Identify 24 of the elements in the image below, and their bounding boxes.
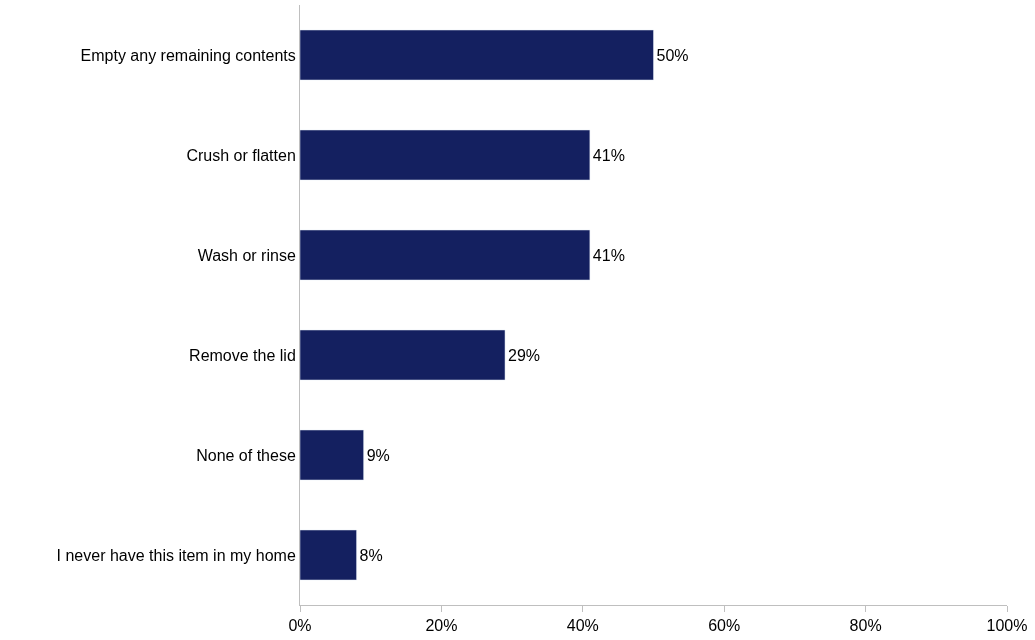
data-label: 41% bbox=[592, 146, 625, 164]
data-label: 41% bbox=[592, 246, 625, 264]
x-tick-label: 20% bbox=[425, 617, 458, 635]
x-tick-label: 40% bbox=[566, 617, 599, 635]
data-label: 8% bbox=[359, 546, 383, 564]
x-tick-label: 80% bbox=[849, 617, 882, 635]
x-tick-label: 0% bbox=[288, 617, 312, 635]
bar bbox=[300, 329, 506, 381]
x-tick-label: 100% bbox=[986, 617, 1028, 635]
bar bbox=[300, 429, 364, 481]
y-tick-label: Empty any remaining contents bbox=[80, 46, 296, 64]
data-label: 50% bbox=[656, 46, 689, 64]
bar bbox=[300, 529, 357, 581]
bar bbox=[300, 129, 591, 181]
data-label: 29% bbox=[508, 346, 541, 364]
bar bbox=[300, 229, 591, 281]
y-tick-label: None of these bbox=[196, 446, 296, 464]
data-label: 9% bbox=[366, 446, 390, 464]
y-tick-label: Wash or rinse bbox=[197, 246, 296, 264]
y-tick-label: Crush or flatten bbox=[186, 146, 296, 164]
x-tick-label: 60% bbox=[708, 617, 741, 635]
bar bbox=[300, 29, 654, 81]
y-tick-label: I never have this item in my home bbox=[56, 546, 296, 564]
y-tick-label: Remove the lid bbox=[189, 346, 296, 364]
